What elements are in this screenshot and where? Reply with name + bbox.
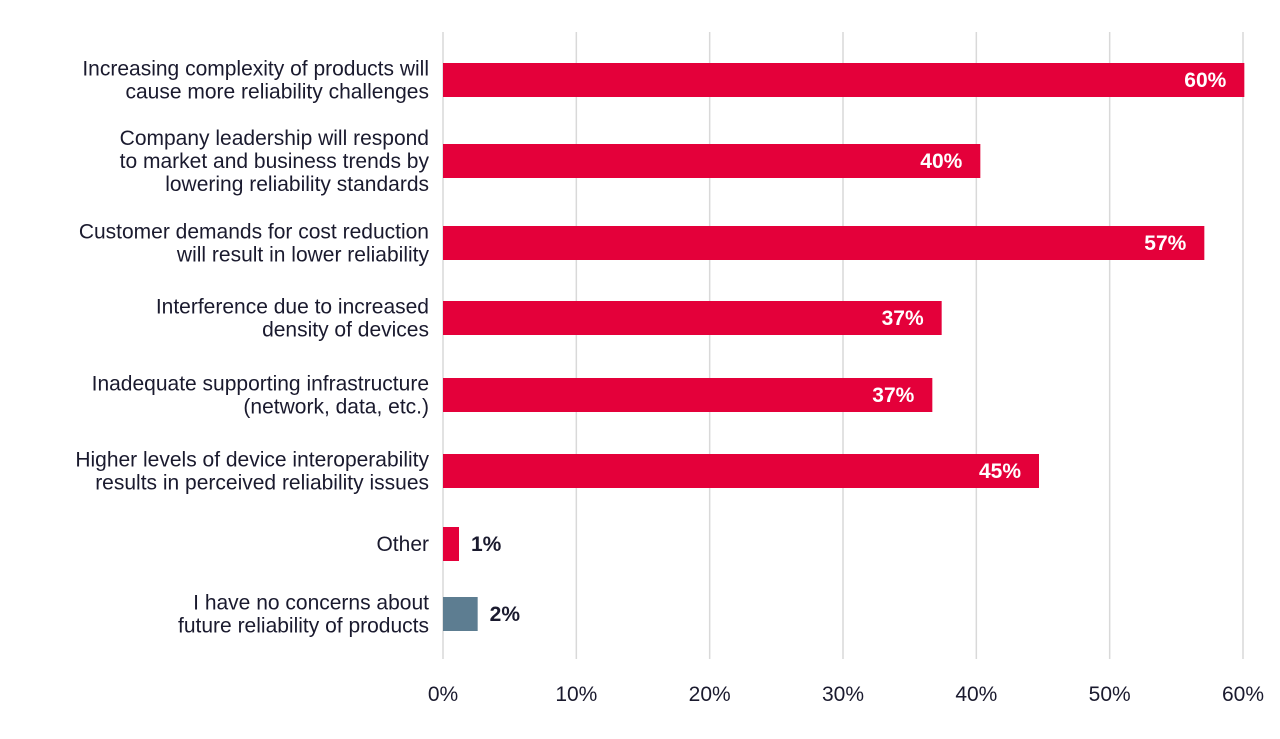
- category-label-line: lowering reliability standards: [165, 173, 429, 196]
- bar-4: [443, 378, 933, 412]
- category-label: Inadequate supporting infrastructure (net…: [92, 373, 429, 419]
- category-label-line: future reliability of products: [178, 615, 429, 638]
- category-label: Other: [376, 533, 429, 556]
- category-label: Company leadership will respond to market…: [120, 127, 430, 196]
- category-label: Interference due to increased density of …: [156, 296, 429, 342]
- category-label: Higher levels of device interoperability…: [75, 449, 429, 495]
- x-axis-tick-labels: 0% 10% 20% 30% 40% 50% 60%: [428, 683, 1264, 706]
- value-label: 37%: [872, 384, 914, 407]
- x-tick-label: 40%: [955, 683, 997, 706]
- category-label-line: Other: [376, 533, 429, 556]
- category-label: Increasing complexity of products will ca…: [82, 58, 429, 104]
- category-label-line: Inadequate supporting infrastructure: [92, 373, 429, 396]
- value-label: 60%: [1184, 69, 1226, 92]
- x-tick-label: 60%: [1222, 683, 1264, 706]
- category-label-line: results in perceived reliability issues: [95, 472, 429, 495]
- value-label: 37%: [882, 307, 924, 330]
- category-label-line: density of devices: [262, 319, 429, 342]
- bar-6: [443, 527, 459, 561]
- category-label-line: Higher levels of device interoperability: [75, 449, 429, 472]
- category-label-line: Company leadership will respond: [120, 127, 429, 150]
- x-tick-label: 20%: [689, 683, 731, 706]
- bar-0: [443, 63, 1245, 97]
- value-label: 1%: [471, 533, 502, 556]
- bar-1: [443, 144, 981, 178]
- category-label-line: Increasing complexity of products will: [82, 58, 429, 81]
- x-tick-label: 50%: [1089, 683, 1131, 706]
- category-label-line: cause more reliability challenges: [126, 81, 430, 104]
- value-label: 2%: [490, 603, 521, 626]
- category-label: Customer demands for cost reduction will …: [79, 221, 430, 267]
- category-label: I have no concerns about future reliabili…: [178, 592, 429, 638]
- category-labels: Increasing complexity of products will ca…: [75, 58, 429, 638]
- x-tick-label: 10%: [555, 683, 597, 706]
- x-tick-label: 0%: [428, 683, 458, 706]
- category-label-line: to market and business trends by: [120, 150, 430, 173]
- x-tick-label: 30%: [822, 683, 864, 706]
- category-label-line: I have no concerns about: [193, 592, 429, 615]
- category-label-line: Interference due to increased: [156, 296, 429, 319]
- bar-5: [443, 454, 1039, 488]
- category-label-line: Customer demands for cost reduction: [79, 221, 429, 244]
- category-label-line: (network, data, etc.): [243, 396, 429, 419]
- value-label: 40%: [920, 150, 962, 173]
- value-label: 45%: [979, 460, 1021, 483]
- value-label: 57%: [1144, 232, 1186, 255]
- bar-2: [443, 226, 1205, 260]
- gridlines: [442, 32, 1244, 659]
- bar-3: [443, 301, 942, 335]
- value-labels: 60% 40% 57% 37% 37% 45% 1% 2%: [471, 69, 1227, 626]
- category-label-line: will result in lower reliability: [176, 244, 430, 267]
- bars: [443, 63, 1245, 631]
- bar-7: [443, 597, 478, 631]
